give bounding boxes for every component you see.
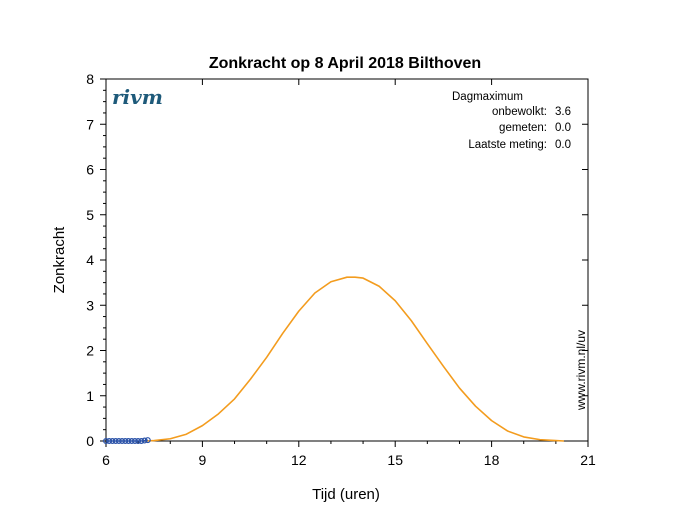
y-tick-label: 5 — [86, 207, 94, 223]
y-axis-label: Zonkracht — [51, 226, 68, 294]
measured-point — [115, 438, 122, 445]
measured-point — [112, 438, 119, 445]
y-axis: 0 1 2 3 4 5 6 7 8 — [86, 71, 588, 449]
daily-max-info: Dagmaximum onbewolkt: 3.6 gemeten: 0.0 L… — [452, 91, 571, 151]
info-value-last: 0.0 — [555, 139, 571, 151]
info-heading: Dagmaximum — [452, 91, 523, 103]
y-tick-label: 1 — [86, 388, 94, 404]
measured-point — [106, 438, 113, 445]
measured-point — [109, 438, 116, 445]
measured-point — [119, 438, 126, 445]
y-tick-label: 3 — [86, 297, 94, 313]
measured-point — [144, 437, 151, 444]
chart-title: Zonkracht op 8 April 2018 Bilthoven — [209, 55, 481, 72]
measured-point — [131, 438, 138, 445]
info-label-last: Laatste meting: — [468, 139, 547, 151]
rivm-logo: rivm — [112, 85, 163, 109]
measured-point — [128, 438, 135, 445]
info-label-cloudless: onbewolkt: — [492, 106, 547, 118]
x-tick-label: 6 — [102, 452, 110, 468]
series-layer — [102, 276, 564, 445]
x-tick-label: 12 — [291, 452, 307, 468]
measured-point — [141, 437, 148, 444]
info-value-cloudless: 3.6 — [555, 106, 571, 118]
y-tick-label: 8 — [86, 71, 94, 87]
y-tick-label: 2 — [86, 343, 94, 359]
website-note: www.rivm.nl/uv — [574, 330, 588, 411]
measured-point — [138, 438, 145, 445]
measured-point — [125, 438, 132, 445]
x-tick-label: 21 — [580, 452, 596, 468]
info-label-measured: gemeten: — [499, 122, 547, 134]
y-tick-label: 7 — [86, 116, 94, 132]
measured-point — [135, 438, 142, 445]
measured-point — [102, 438, 109, 445]
x-axis: 6 9 12 15 18 21 — [102, 79, 596, 468]
x-axis-label: Tijd (uren) — [312, 486, 380, 503]
cloudless-forecast-line — [146, 276, 564, 442]
x-tick-label: 9 — [199, 452, 207, 468]
measured-line — [106, 439, 148, 442]
x-tick-label: 18 — [484, 452, 500, 468]
info-value-measured: 0.0 — [555, 122, 571, 134]
measured-point — [122, 438, 129, 445]
y-tick-label: 4 — [86, 252, 94, 268]
y-tick-label: 6 — [86, 162, 94, 178]
y-tick-label: 0 — [86, 433, 94, 449]
x-tick-label: 15 — [387, 452, 403, 468]
